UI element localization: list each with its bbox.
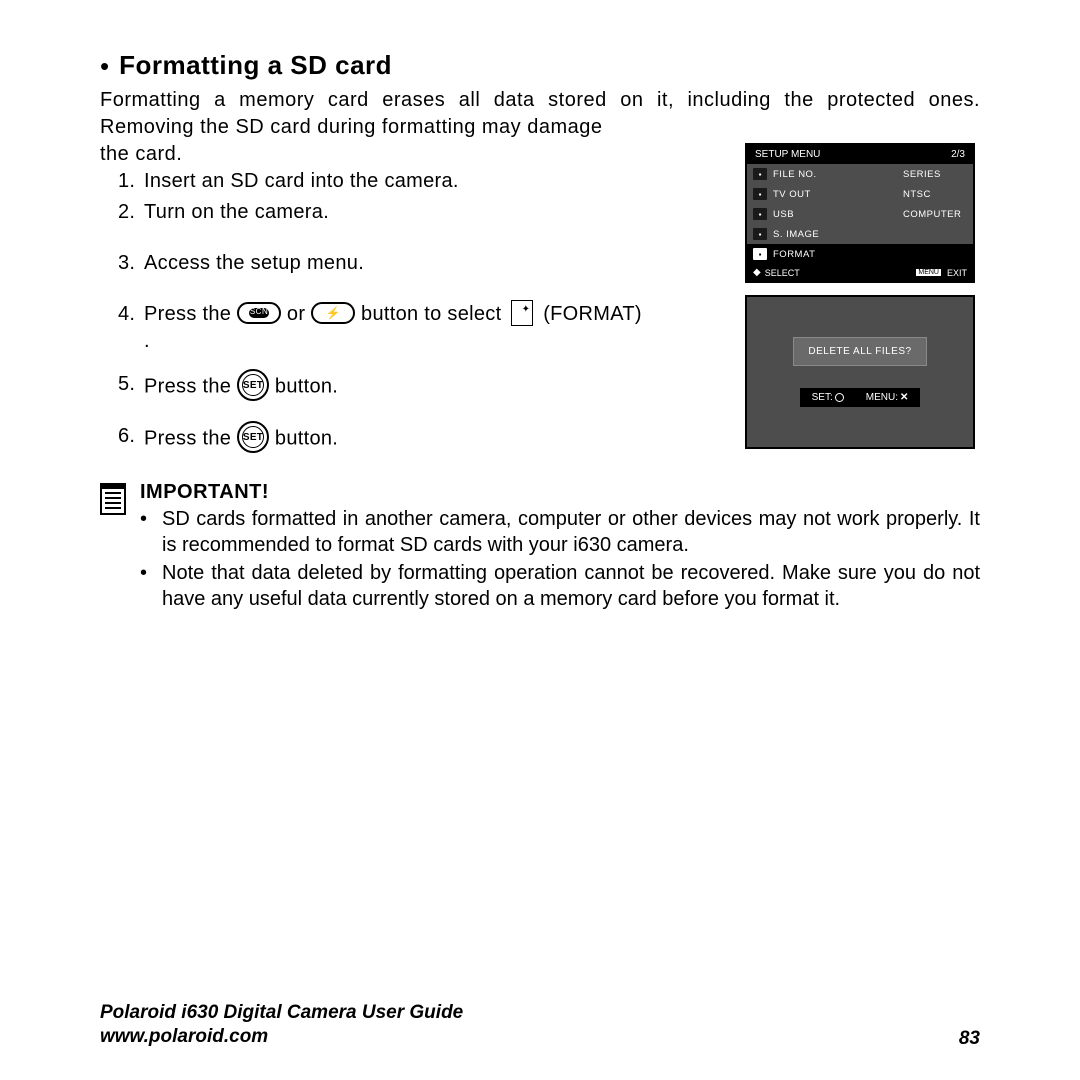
- lcd-column: SETUP MENU 2/3 ▪ FILE NO. SERIES ▪ TV OUT NTS…: [745, 141, 980, 461]
- menu-label: FORMAT: [773, 249, 897, 260]
- step-3: 3.Access the setup menu.: [100, 250, 725, 277]
- lcd1-title: SETUP MENU: [755, 149, 820, 160]
- usb-icon: ▪: [753, 208, 767, 220]
- footer-page-number: 83: [959, 1028, 980, 1050]
- notepad-icon: [100, 483, 126, 515]
- menu-row-file-no-: ▪ FILE NO. SERIES: [747, 164, 973, 184]
- step-6: 6. Press the SET button.: [100, 423, 725, 455]
- file-icon: ▪: [753, 168, 767, 180]
- important-block: IMPORTANT! SD cards formatted in another…: [100, 481, 980, 614]
- scn-button-icon: SCN: [237, 302, 281, 324]
- step-4: 4. Press the SCN or button to select (FO…: [100, 301, 725, 355]
- steps-column: the card. 1.Insert an SD card into the c…: [100, 141, 725, 461]
- intro-paragraph: Formatting a memory card erases all data…: [100, 87, 980, 141]
- menu-value: SERIES: [903, 169, 967, 180]
- lcd1-page: 2/3: [951, 149, 965, 160]
- menu-label: FILE NO.: [773, 169, 897, 180]
- page-footer: Polaroid i630 Digital Camera User Guide …: [100, 1001, 980, 1050]
- format-square-icon: [511, 300, 533, 326]
- delete-dialog: DELETE ALL FILES?: [793, 337, 926, 366]
- important-item: SD cards formatted in another camera, co…: [140, 506, 980, 558]
- step-1: 1.Insert an SD card into the camera.: [100, 168, 725, 195]
- lcd1-foot-select: SELECT: [765, 268, 800, 278]
- footer-url: www.polaroid.com: [100, 1025, 463, 1050]
- img-icon: ▪: [753, 228, 767, 240]
- footer-guide: Polaroid i630 Digital Camera User Guide: [100, 1001, 463, 1026]
- menu-row-usb: ▪ USB COMPUTER: [747, 204, 973, 224]
- intro-tail: the card.: [100, 141, 725, 168]
- menu-label: USB: [773, 209, 897, 220]
- set-button-icon: SET: [237, 369, 269, 401]
- important-item: Note that data deleted by formatting ope…: [140, 560, 980, 612]
- ok-circle-icon: [835, 393, 844, 402]
- step-5: 5. Press the SET button.: [100, 371, 725, 403]
- important-title: IMPORTANT!: [140, 481, 980, 504]
- fmt-icon: ▪: [753, 248, 767, 260]
- menu-badge-icon: MENU: [916, 269, 941, 276]
- menu-row-s-image: ▪ S. IMAGE: [747, 224, 973, 244]
- tv-icon: ▪: [753, 188, 767, 200]
- flash-button-icon: [311, 302, 355, 324]
- menu-value: COMPUTER: [903, 209, 967, 220]
- menu-row-format: ▪ FORMAT: [747, 244, 973, 264]
- lcd-setup-menu: SETUP MENU 2/3 ▪ FILE NO. SERIES ▪ TV OUT NTS…: [745, 143, 975, 283]
- lcd1-foot-exit: EXIT: [947, 268, 967, 278]
- lcd-confirm-dialog: DELETE ALL FILES? SET: MENU:✕: [745, 295, 975, 449]
- bullet-icon: •: [100, 53, 109, 79]
- section-title: Formatting a SD card: [119, 50, 392, 81]
- dialog-button-bar: SET: MENU:✕: [800, 388, 921, 407]
- cancel-x-icon: ✕: [900, 392, 908, 403]
- set-button-icon-2: SET: [237, 421, 269, 453]
- step-2: 2.Turn on the camera.: [100, 199, 725, 226]
- menu-label: S. IMAGE: [773, 229, 897, 240]
- menu-value: NTSC: [903, 189, 967, 200]
- intro-line-1: Formatting a memory card erases all data…: [100, 89, 814, 111]
- menu-label: TV OUT: [773, 189, 897, 200]
- menu-row-tv-out: ▪ TV OUT NTSC: [747, 184, 973, 204]
- section-title-row: • Formatting a SD card: [100, 50, 980, 81]
- updown-arrow-icon: ◆: [753, 267, 761, 278]
